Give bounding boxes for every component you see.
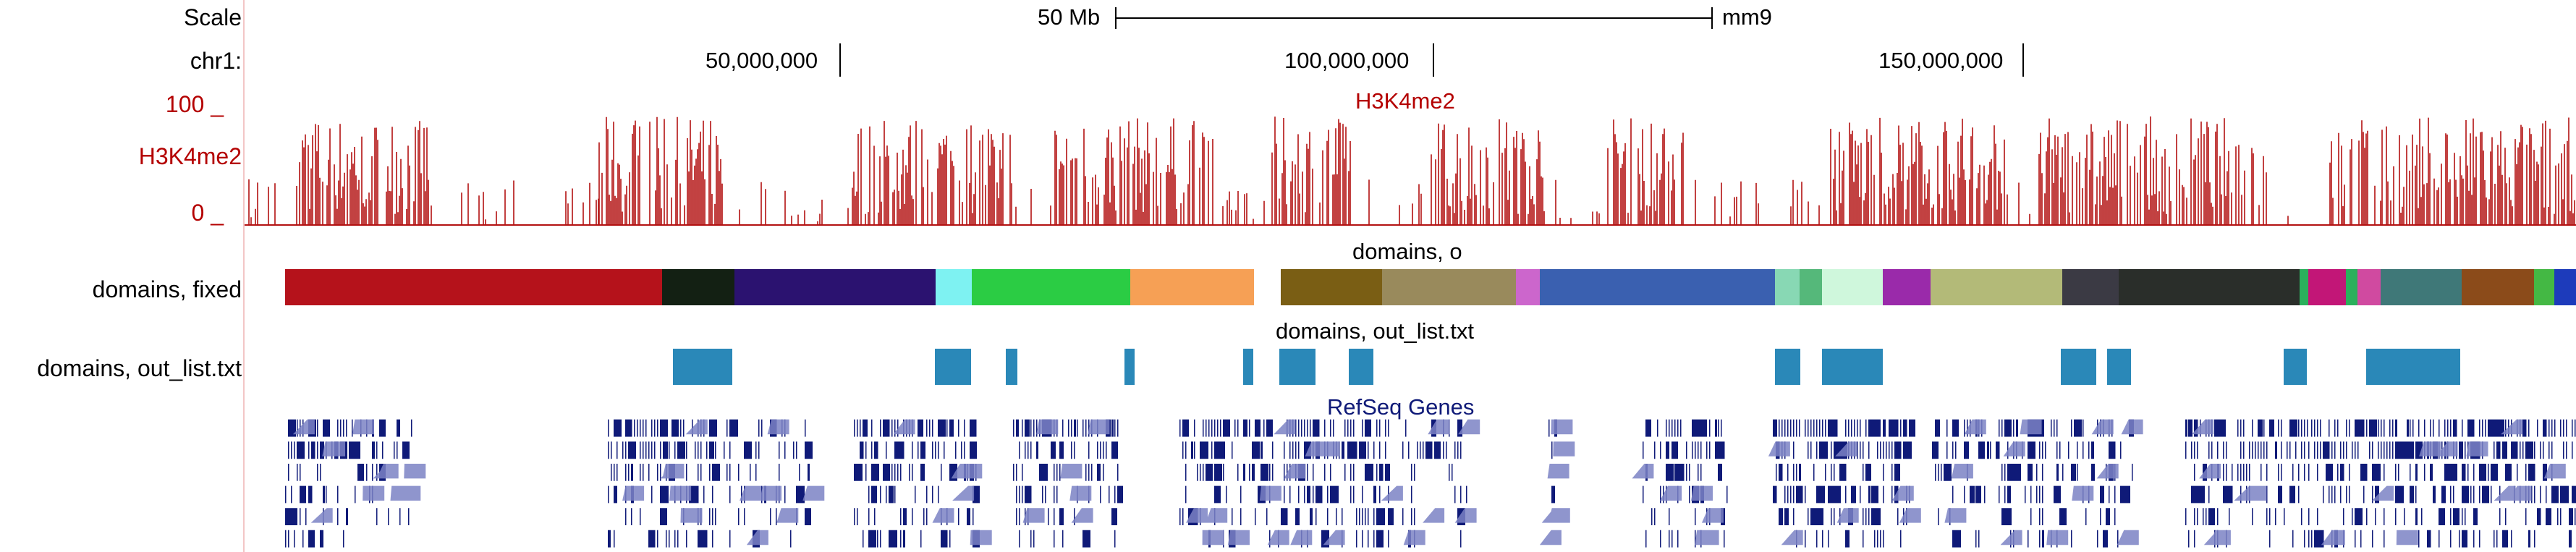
domain-segment: [936, 269, 972, 305]
outlist-domain-block: [2061, 349, 2096, 385]
outlist-domain-block: [2107, 349, 2131, 385]
scale-label: Scale: [183, 4, 242, 30]
domains-fixed-track-title: domains, o: [1352, 239, 1462, 264]
h3k4me2-signal-track[interactable]: [245, 107, 2576, 226]
domain-segment: [1883, 269, 1931, 305]
h3k4me2-max-label: 100 _: [165, 91, 224, 117]
outlist-domain-block: [1243, 349, 1253, 385]
scale-value: 50 Mb: [1038, 4, 1101, 30]
refseq-gene-features: [285, 419, 2576, 548]
track-label-column: [0, 0, 245, 552]
domains-outlist-track-title: domains, out_list.txt: [1276, 318, 1474, 344]
outlist-domain-block: [1279, 349, 1315, 385]
scale-bar: [1115, 7, 1713, 29]
refseq-track-title: RefSeq Genes: [1327, 394, 1475, 420]
outlist-domain-block: [1006, 349, 1017, 385]
domain-segment: [2554, 269, 2576, 305]
domain-segment: [1775, 269, 1800, 305]
outlist-domain-block: [2284, 349, 2307, 385]
domain-segment: [734, 269, 936, 305]
domains-fixed-track[interactable]: [282, 268, 2576, 307]
domain-segment: [2119, 269, 2300, 305]
domain-segment: [285, 269, 662, 305]
domains-outlist-label: domains, out_list.txt: [37, 355, 242, 381]
position-tick-50m: [839, 43, 841, 77]
domain-segment: [1130, 269, 1254, 305]
position-label-150m: 150,000,000: [1878, 48, 2004, 73]
domain-segment: [1382, 269, 1516, 305]
h3k4me2-track-title: H3K4me2: [1355, 88, 1455, 114]
domain-segment: [2357, 269, 2381, 305]
outlist-domain-block: [1775, 349, 1800, 385]
chrom-label: chr1:: [190, 48, 242, 74]
outlist-domain-block: [2366, 349, 2460, 385]
position-label-50m: 50,000,000: [706, 48, 818, 73]
domain-segment: [2462, 269, 2534, 305]
position-tick-100m: [1433, 43, 1434, 77]
domain-segment: [2534, 269, 2554, 305]
domain-segment: [2346, 269, 2357, 305]
assembly-label: mm9: [1722, 4, 1772, 30]
domains-outlist-track[interactable]: [651, 347, 2460, 386]
domain-segment: [1281, 269, 1382, 305]
domain-segment: [972, 269, 1130, 305]
domain-segment: [1800, 269, 1822, 305]
outlist-domain-block: [1124, 349, 1135, 385]
domain-segment: [1540, 269, 1775, 305]
refseq-genes-track[interactable]: [282, 409, 2576, 552]
domain-segment: [1822, 269, 1883, 305]
domain-segment: [662, 269, 734, 305]
domain-segment: [2300, 269, 2308, 305]
position-tick-150m: [2022, 43, 2024, 77]
signal-bars: [248, 116, 2575, 225]
domain-segment: [1931, 269, 2062, 305]
outlist-domain-block: [1822, 349, 1883, 385]
outlist-domain-block: [673, 349, 732, 385]
domain-segment: [2062, 269, 2119, 305]
h3k4me2-min-label: 0 _: [191, 200, 224, 226]
h3k4me2-left-label: H3K4me2: [138, 143, 242, 169]
domain-segment: [2381, 269, 2462, 305]
domain-segment: [1516, 269, 1540, 305]
outlist-domain-block: [1349, 349, 1373, 385]
position-label-100m: 100,000,000: [1284, 48, 1410, 73]
outlist-domain-block: [935, 349, 971, 385]
domains-fixed-label: domains, fixed: [92, 276, 242, 302]
domain-segment: [2308, 269, 2346, 305]
